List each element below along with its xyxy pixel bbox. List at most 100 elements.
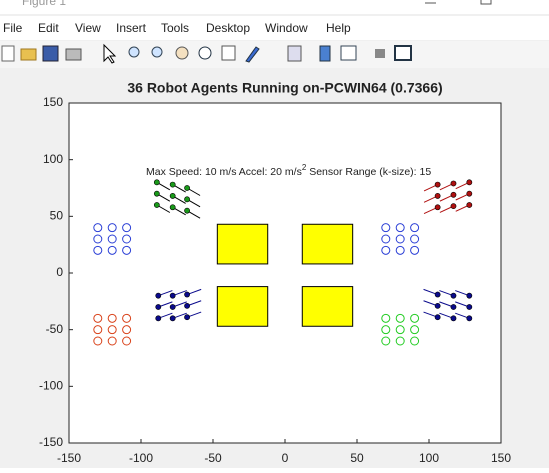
toolbar-icons [1,43,412,64]
robot-agent [466,190,473,197]
menu-item[interactable]: Window [265,21,308,35]
pointer-icon[interactable] [103,43,117,64]
y-tick-label: 150 [43,95,63,109]
robot-marker [93,223,103,233]
print-icon[interactable] [65,48,82,61]
show-tools-icon[interactable] [394,45,412,61]
x-tick-label: -150 [57,451,81,465]
robot-marker [122,245,132,255]
y-tick-label: -150 [39,435,63,449]
annotation: Max Speed: 10 m/s Accel: 20 m/s2 Sensor … [146,163,431,178]
legend-icon[interactable] [340,45,357,61]
robot-agent [434,181,441,188]
y-tick-label: -50 [46,322,64,336]
menu-item[interactable]: Help [326,21,351,35]
robot-marker [410,245,420,255]
robot-marker [381,245,391,255]
x-tick-label: 150 [491,451,511,465]
robot-marker [122,313,132,323]
robot-agent [155,315,162,322]
brush-icon[interactable] [245,46,260,63]
robot-marker [107,336,117,346]
robot-marker [381,234,391,244]
robot-marker [395,223,405,233]
toolbar [0,41,549,68]
robot-marker [122,336,132,346]
robot-agent [184,185,190,191]
robot-agent [450,315,457,322]
x-tick-label: 0 [282,451,289,465]
colorbar-icon[interactable] [319,45,331,62]
robot-marker [107,245,117,255]
robot-marker [93,325,103,335]
robot-agent [169,315,176,322]
x-tick-label: 100 [419,451,439,465]
robot-agent [169,304,176,310]
menu-bar [0,16,549,40]
robot-agent [466,292,473,299]
robot-agent [434,204,441,211]
annotation-text: Max Speed: 10 m/s Accel: 20 m/s [146,166,302,178]
robot-agent [169,292,176,299]
robot-agent [169,193,176,199]
annotation-text-after: Sensor Range (k-size): 15 [306,166,431,178]
robot-agent [153,179,160,186]
rotate-icon[interactable] [198,46,212,60]
robot-marker [395,325,405,335]
robot-agent [184,291,190,298]
new-icon[interactable] [1,45,15,62]
robot-marker [410,325,420,335]
open-icon[interactable] [20,48,37,61]
link-icon[interactable] [287,45,302,62]
robot-marker [93,336,103,346]
robot-marker [93,245,103,255]
menu-item[interactable]: Desktop [206,21,250,35]
robot-agent [153,190,160,197]
robot-marker [381,336,391,346]
zoom-out-icon[interactable] [151,46,163,58]
robot-marker [381,223,391,233]
menu-item[interactable]: Tools [161,21,189,35]
robot-marker [93,234,103,244]
pan-icon[interactable] [175,46,189,60]
datatip-icon[interactable] [221,45,236,61]
robot-agent [434,314,441,321]
x-tick-label: 50 [350,451,364,465]
zoom-in-icon[interactable] [128,46,140,58]
menu-item[interactable]: View [75,21,101,35]
obstacle [301,286,354,327]
robot-marker [395,245,405,255]
robot-agent [169,204,176,211]
maximize-button[interactable] [480,0,492,5]
save-icon[interactable] [42,45,59,62]
robot-marker [395,313,405,323]
menu-item[interactable]: Edit [38,21,59,35]
y-tick-label: 50 [50,209,64,223]
robot-marker [410,313,420,323]
robot-agent [450,203,457,210]
y-tick-label: -100 [39,379,63,393]
robot-agent [450,292,457,299]
robot-agent [155,304,162,310]
hide-tools-icon[interactable] [375,49,385,58]
robot-marker [395,234,405,244]
robot-agent [434,302,441,309]
robot-agent [466,202,473,208]
robot-agent [169,181,176,188]
robot-marker [410,223,420,233]
robot-marker [381,313,391,323]
robot-marker [107,313,117,323]
robot-agent [155,292,162,299]
chart-title: 36 Robot Agents Running on-PCWIN64 (0.73… [127,80,442,96]
robot-agent [466,315,473,322]
robot-agent [184,314,190,321]
robot-agent [434,193,441,199]
menu: File Edit View Insert Tools Desktop Window Help [3,21,351,35]
robot-agent [184,302,190,309]
obstacle [301,223,354,265]
menu-item[interactable]: File [3,21,23,35]
menu-item[interactable]: Insert [116,21,147,35]
robot-marker [93,313,103,323]
x-tick-label: -50 [204,451,222,465]
robot-agent [450,180,457,187]
